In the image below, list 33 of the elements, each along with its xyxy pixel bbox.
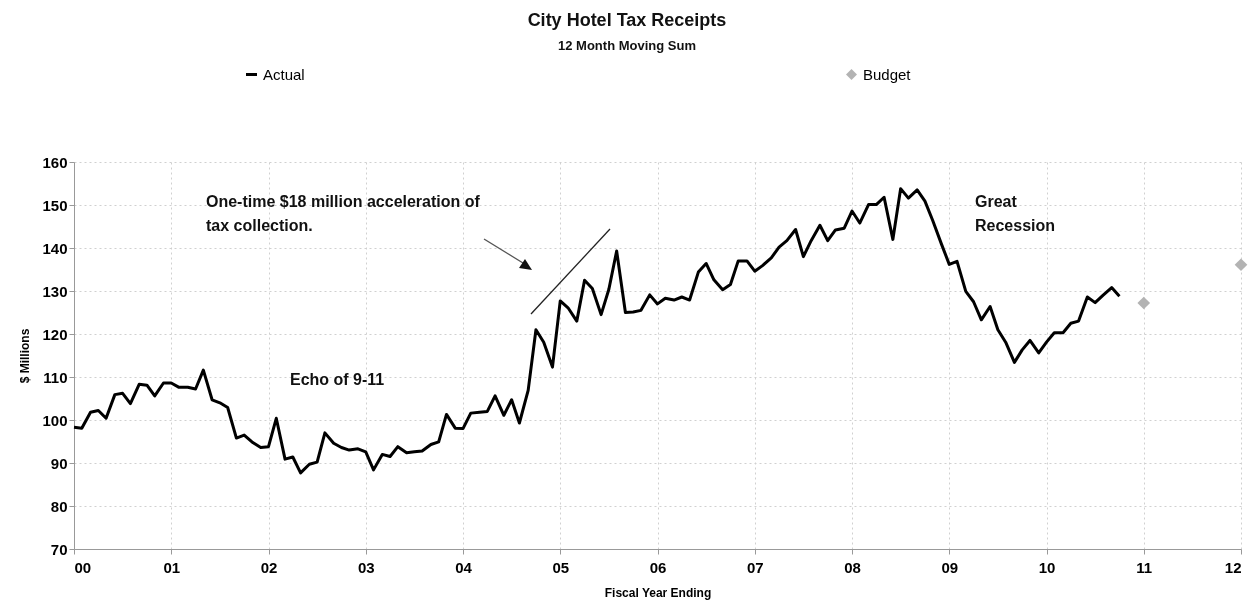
y-tick-label: 150 — [42, 196, 68, 214]
y-tick-label: 110 — [43, 368, 68, 386]
y-tick-label: 130 — [42, 282, 68, 300]
y-tick-label: 140 — [42, 239, 68, 257]
x-tick-label: 07 — [746, 558, 764, 576]
chart-subtitle: 12 Month Moving Sum — [557, 37, 697, 55]
y-tick-label: 160 — [42, 153, 68, 171]
annotation: One-time $18 million acceleration of tax collection. — [206, 192, 481, 236]
x-tick-label: 01 — [163, 558, 181, 576]
y-axis-title: $ Millions — [18, 328, 33, 384]
x-tick-label: 03 — [357, 558, 375, 576]
x-tick-label: 11 — [1136, 558, 1153, 576]
annotation: Echo of 9-11 — [290, 370, 386, 390]
x-tick-label: 04 — [455, 558, 473, 576]
annotation: Great Recession — [975, 192, 1057, 236]
chart-title: City Hotel Tax Receipts — [526, 9, 728, 32]
x-tick-label: 00 — [74, 558, 92, 576]
legend-label: Budget — [863, 65, 912, 83]
x-tick-label: 08 — [844, 558, 861, 576]
y-tick-label: 90 — [50, 454, 68, 472]
x-tick-label: 09 — [941, 558, 959, 576]
x-tick-label: 10 — [1038, 558, 1056, 576]
x-tick-label: 05 — [552, 558, 570, 576]
y-tick-label: 120 — [42, 325, 68, 343]
x-tick-label: 02 — [260, 558, 278, 576]
x-axis-title: Fiscal Year Ending — [604, 585, 712, 600]
y-tick-label: 100 — [42, 411, 68, 429]
y-tick-label: 70 — [50, 540, 68, 558]
y-tick-label: 80 — [50, 497, 68, 515]
x-tick-label: 06 — [649, 558, 667, 576]
legend-label: Actual — [263, 65, 305, 83]
x-tick-label: 12 — [1224, 558, 1242, 576]
line-series — [72, 187, 1121, 475]
